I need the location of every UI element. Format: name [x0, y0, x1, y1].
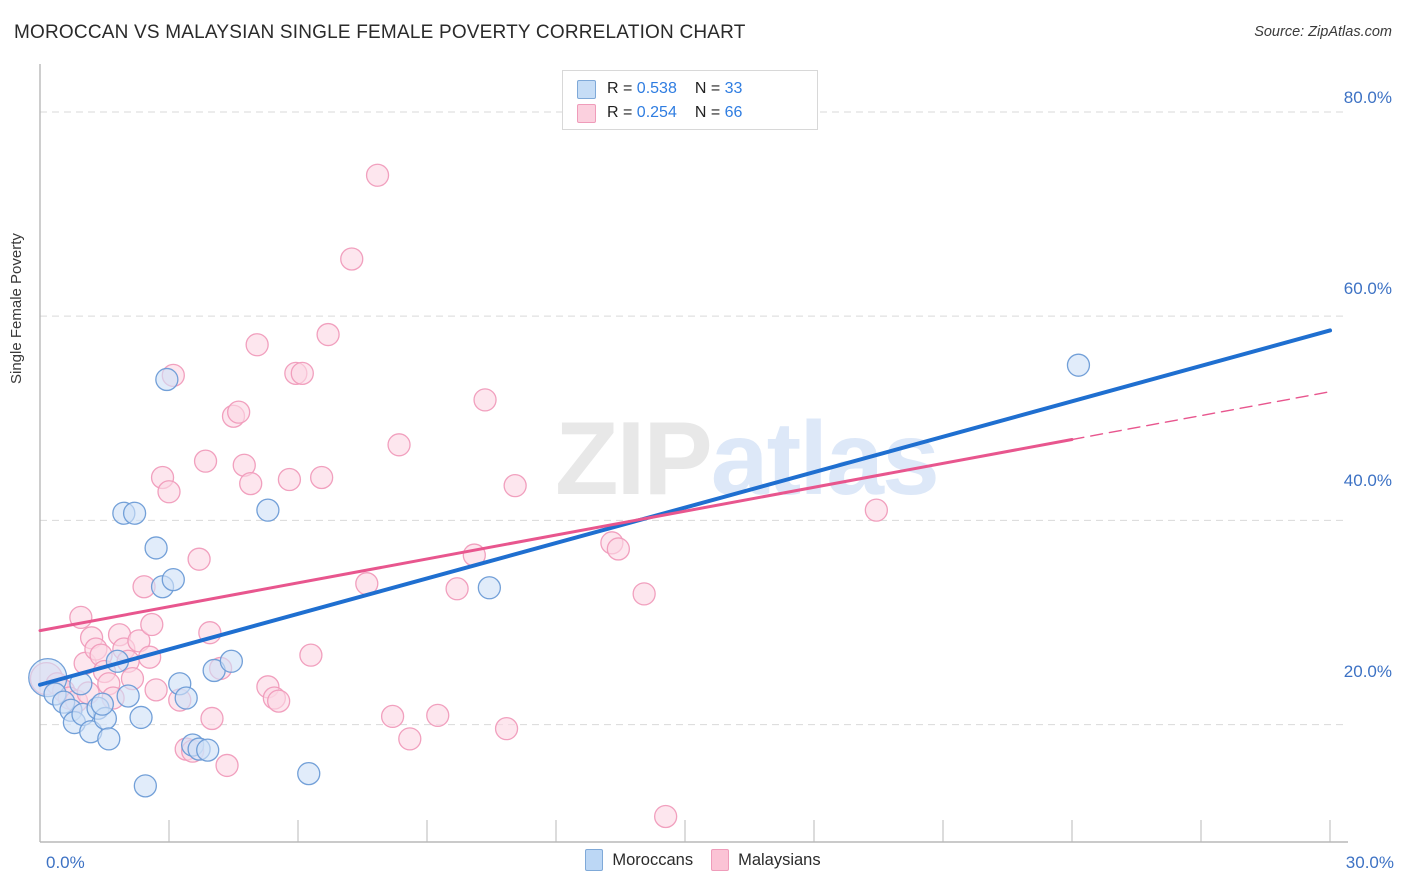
n-label-moroccans: N =	[694, 80, 725, 97]
legend-swatch-malaysians	[577, 103, 596, 123]
r-label-malaysians: R =	[607, 104, 637, 121]
legend-stat-moroccans: R = 0.538 N = 33	[607, 80, 742, 98]
y-tick-label-60: 60.0%	[1343, 279, 1392, 298]
n-label-malaysians: N =	[694, 104, 725, 121]
y-tick-label-20: 20.0%	[1343, 662, 1392, 681]
legend-item-moroccans[interactable]: Moroccans	[585, 849, 693, 871]
scatter-points-malaysians	[29, 163, 888, 829]
legend-stat-malaysians: R = 0.254 N = 66	[607, 104, 742, 122]
legend-row-malaysians: R = 0.254 N = 66	[577, 101, 807, 125]
legend-label-malaysians: Malaysians	[738, 850, 821, 869]
n-value-malaysians: 66	[724, 104, 743, 121]
r-value-malaysians: 0.254	[636, 104, 677, 121]
x-axis-ticks	[39, 820, 1331, 842]
series-legend: Moroccans Malaysians	[0, 849, 1406, 871]
legend-label-moroccans: Moroccans	[612, 850, 694, 869]
x-tick-label-min: 0.0%	[46, 853, 85, 872]
x-tick-label-max: 30.0%	[1345, 853, 1394, 872]
legend-marker-moroccans	[585, 849, 604, 871]
axis-lines	[39, 64, 1348, 843]
legend-item-malaysians[interactable]: Malaysians	[711, 849, 821, 871]
page-title: MOROCCAN VS MALAYSIAN SINGLE FEMALE POVE…	[14, 22, 746, 43]
legend-swatch-moroccans	[577, 79, 596, 99]
r-label-moroccans: R =	[607, 80, 637, 97]
source-attribution: Source: ZipAtlas.com	[1254, 24, 1392, 40]
legend-marker-malaysians	[711, 849, 730, 871]
y-tick-label-40: 40.0%	[1343, 471, 1392, 490]
n-value-moroccans: 33	[724, 80, 743, 97]
legend-row-moroccans: R = 0.538 N = 33	[577, 77, 807, 101]
scatter-points-moroccans	[28, 353, 1091, 798]
y-tick-label-80: 80.0%	[1343, 88, 1392, 107]
trend-lines	[38, 328, 1332, 687]
r-value-moroccans: 0.538	[636, 80, 677, 97]
correlation-legend: R = 0.538 N = 33 R = 0.254 N = 66	[562, 70, 818, 130]
